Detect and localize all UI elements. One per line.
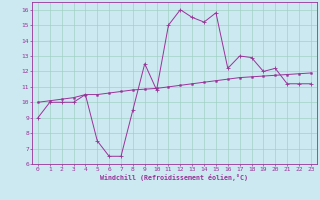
X-axis label: Windchill (Refroidissement éolien,°C): Windchill (Refroidissement éolien,°C): [100, 174, 248, 181]
